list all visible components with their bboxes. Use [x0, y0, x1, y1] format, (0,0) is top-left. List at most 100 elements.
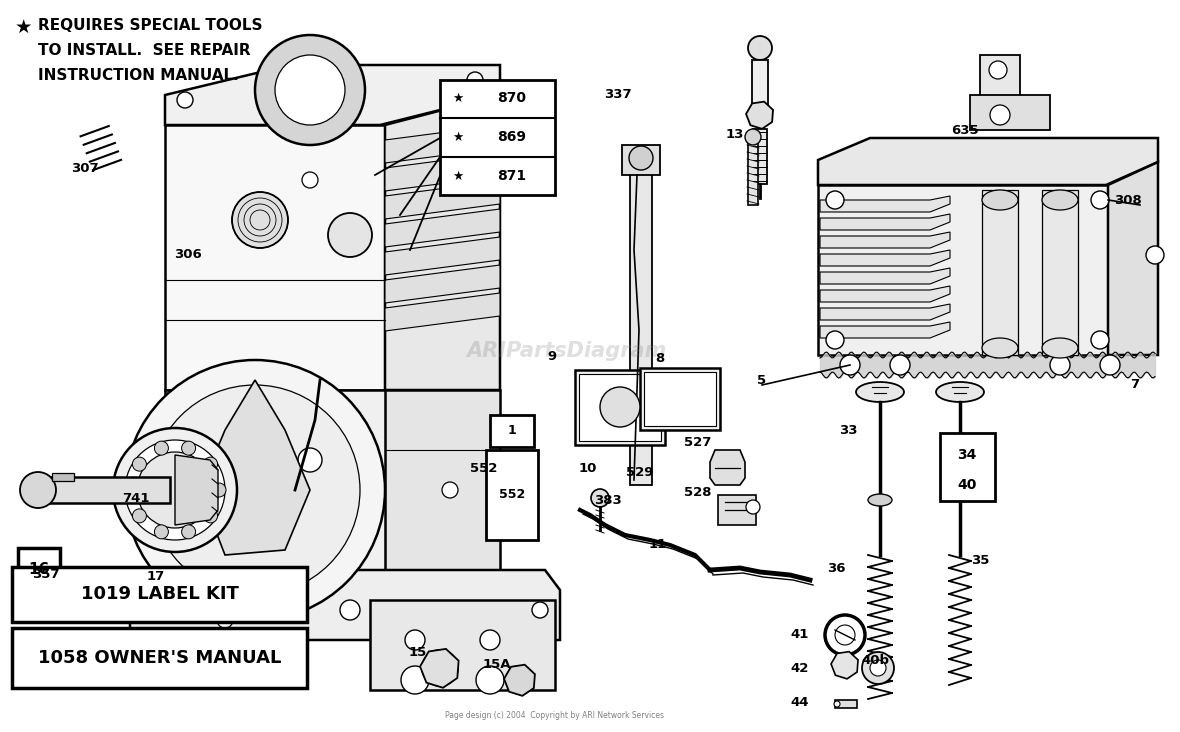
- Bar: [630, 165, 653, 485]
- Polygon shape: [199, 380, 310, 555]
- Circle shape: [840, 355, 860, 375]
- Bar: [753, 129, 767, 184]
- Text: 635: 635: [951, 124, 979, 136]
- Bar: [970, 95, 1050, 130]
- Polygon shape: [820, 286, 950, 302]
- Circle shape: [401, 666, 430, 694]
- Polygon shape: [1108, 162, 1158, 355]
- Circle shape: [480, 630, 500, 650]
- Text: TO INSTALL.  SEE REPAIR: TO INSTALL. SEE REPAIR: [38, 43, 250, 58]
- Polygon shape: [710, 450, 745, 485]
- Circle shape: [204, 509, 217, 523]
- Text: ★: ★: [15, 18, 33, 37]
- Circle shape: [182, 441, 196, 455]
- Bar: [12, 628, 307, 688]
- Polygon shape: [820, 304, 950, 320]
- Circle shape: [825, 615, 865, 655]
- Circle shape: [745, 129, 761, 145]
- Bar: [490, 415, 535, 447]
- Text: REQUIRES SPECIAL TOOLS: REQUIRES SPECIAL TOOLS: [38, 18, 262, 33]
- Bar: [30, 477, 170, 503]
- Circle shape: [150, 385, 360, 595]
- Circle shape: [182, 525, 196, 539]
- Text: ARIPartsDiagram: ARIPartsDiagram: [466, 341, 667, 362]
- Circle shape: [422, 650, 458, 686]
- Polygon shape: [175, 455, 218, 525]
- Circle shape: [125, 360, 385, 620]
- Text: 552: 552: [499, 488, 525, 501]
- Circle shape: [137, 452, 214, 528]
- Circle shape: [599, 387, 640, 427]
- Circle shape: [467, 72, 483, 88]
- Bar: [165, 390, 391, 570]
- Bar: [18, 548, 60, 590]
- Text: 35: 35: [971, 553, 989, 567]
- Text: 8: 8: [655, 351, 664, 365]
- Text: 383: 383: [594, 493, 622, 507]
- Text: 10: 10: [579, 461, 597, 474]
- Circle shape: [140, 600, 160, 620]
- Circle shape: [870, 660, 886, 676]
- Polygon shape: [982, 190, 1018, 355]
- Polygon shape: [385, 95, 500, 390]
- Circle shape: [1050, 355, 1070, 375]
- Ellipse shape: [982, 338, 1018, 358]
- Text: 306: 306: [175, 248, 202, 261]
- Polygon shape: [165, 65, 500, 125]
- Text: 7: 7: [1130, 378, 1140, 392]
- Circle shape: [1092, 331, 1109, 349]
- Text: 337: 337: [604, 89, 631, 102]
- Circle shape: [132, 458, 146, 471]
- Circle shape: [476, 666, 504, 694]
- Bar: [835, 700, 857, 708]
- Polygon shape: [818, 138, 1158, 185]
- Bar: [981, 55, 1020, 115]
- Text: 308: 308: [1114, 193, 1142, 206]
- Bar: [818, 185, 1108, 355]
- Text: 34: 34: [957, 448, 977, 462]
- Text: 36: 36: [827, 561, 845, 575]
- Circle shape: [155, 525, 169, 539]
- Bar: [717, 495, 756, 525]
- Circle shape: [532, 602, 548, 618]
- Text: 40b: 40b: [861, 654, 889, 667]
- Text: 9: 9: [548, 351, 557, 364]
- Polygon shape: [504, 665, 535, 696]
- Polygon shape: [385, 153, 500, 191]
- Polygon shape: [420, 649, 459, 688]
- Circle shape: [328, 213, 372, 257]
- Bar: [52, 473, 74, 481]
- Polygon shape: [820, 322, 950, 338]
- Bar: [579, 374, 661, 441]
- Text: 307: 307: [71, 162, 99, 174]
- Circle shape: [591, 489, 609, 507]
- Text: 527: 527: [684, 436, 712, 449]
- Polygon shape: [130, 570, 560, 640]
- Text: 41: 41: [791, 629, 809, 641]
- Ellipse shape: [868, 494, 892, 506]
- Circle shape: [125, 440, 225, 540]
- Circle shape: [1092, 191, 1109, 209]
- Polygon shape: [820, 214, 950, 230]
- Text: 870: 870: [498, 91, 526, 105]
- Circle shape: [124, 483, 138, 497]
- Bar: [622, 145, 660, 175]
- Circle shape: [275, 55, 345, 125]
- Polygon shape: [385, 293, 500, 331]
- Circle shape: [340, 600, 360, 620]
- Text: 13: 13: [726, 129, 745, 141]
- Ellipse shape: [1042, 338, 1079, 358]
- Ellipse shape: [936, 382, 984, 402]
- Bar: [12, 567, 307, 622]
- Bar: [748, 140, 758, 205]
- Text: 15: 15: [409, 646, 427, 659]
- Polygon shape: [385, 265, 500, 303]
- Text: 357: 357: [32, 569, 60, 581]
- Text: 16: 16: [28, 561, 50, 577]
- Circle shape: [989, 61, 1007, 79]
- Text: 40: 40: [957, 478, 977, 492]
- Polygon shape: [385, 237, 500, 275]
- Text: 741: 741: [123, 491, 150, 504]
- Circle shape: [835, 625, 856, 645]
- Circle shape: [1100, 355, 1120, 375]
